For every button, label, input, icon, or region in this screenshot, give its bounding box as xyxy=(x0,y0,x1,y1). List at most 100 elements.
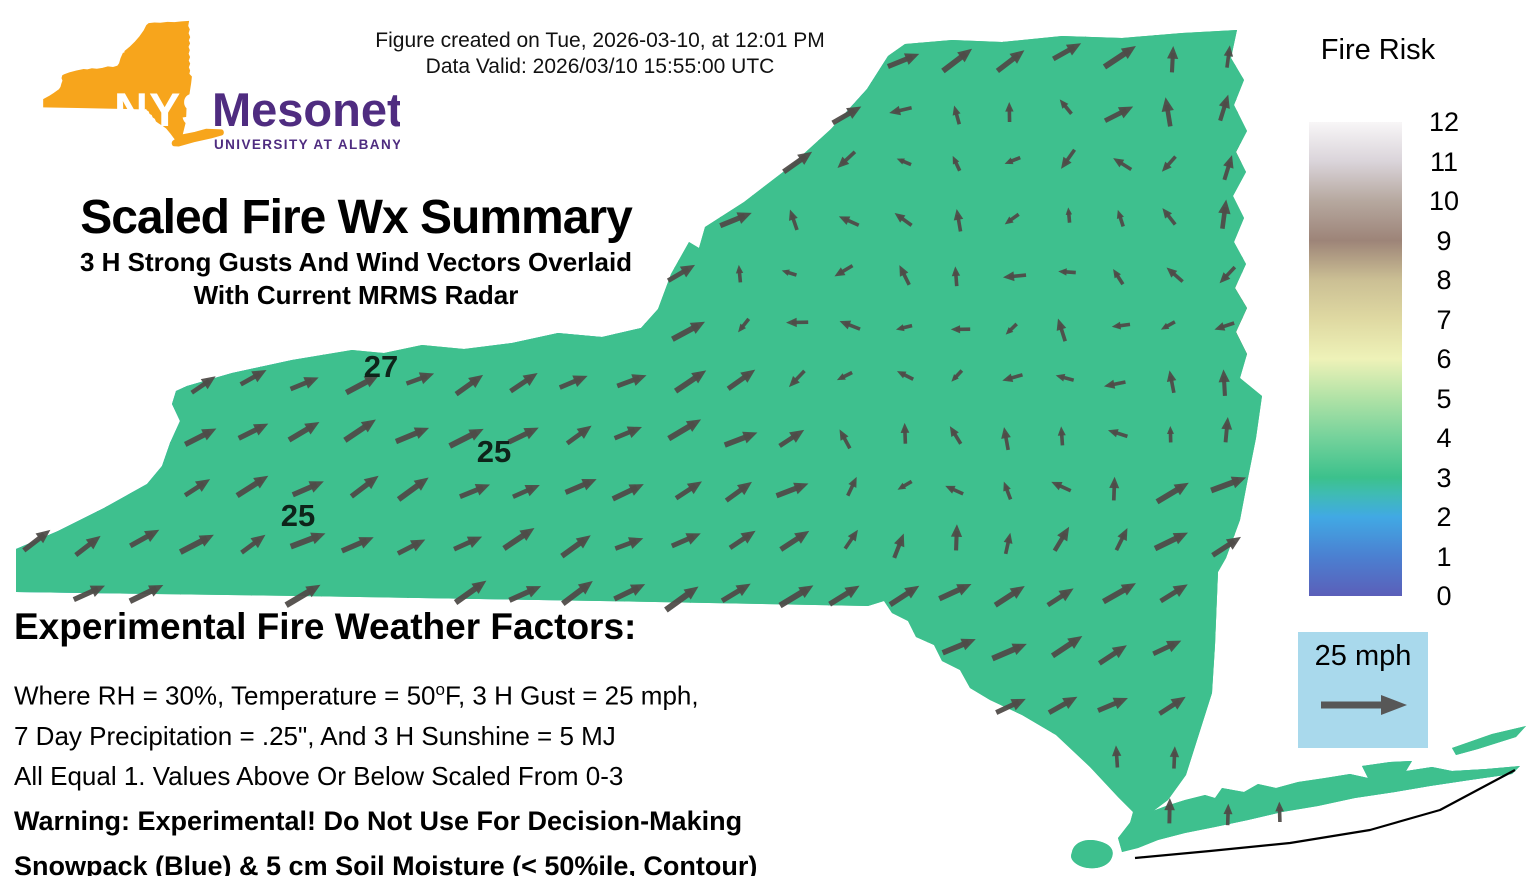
wind-arrow xyxy=(1223,45,1234,68)
wind-arrow xyxy=(1046,588,1074,608)
footer-notes: Experimental Fire Weather Factors: Where… xyxy=(14,606,914,876)
wind-arrow xyxy=(670,533,701,549)
wind-legend-arrow-icon xyxy=(1321,695,1407,715)
wind-arrow xyxy=(951,266,961,287)
footer-warning-line1: Warning: Experimental! Do Not Use For De… xyxy=(14,805,743,836)
wind-arrow xyxy=(993,586,1025,608)
wind-arrow xyxy=(613,584,646,602)
logo-university-text: UNIVERSITY AT ALBANY xyxy=(214,137,400,152)
wind-arrow xyxy=(394,427,430,445)
wind-arrow xyxy=(786,317,809,328)
wind-arrow xyxy=(1161,155,1177,172)
wind-arrow xyxy=(1103,106,1134,123)
wind-arrow xyxy=(453,580,487,605)
wind-arrow xyxy=(839,429,852,450)
wind-arrow xyxy=(343,419,376,443)
wind-arrow xyxy=(1218,94,1230,122)
figure-title: Scaled Fire Wx Summary xyxy=(80,191,633,244)
wind-arrow xyxy=(448,428,484,449)
wind-arrow xyxy=(502,527,535,551)
wind-arrow xyxy=(945,485,964,496)
wind-arrow xyxy=(396,539,426,556)
wind-arrow xyxy=(1002,373,1023,383)
barrier-island-shoreline xyxy=(1134,769,1516,860)
wind-arrow xyxy=(1005,322,1018,335)
wind-arrow xyxy=(723,431,758,448)
wind-arrow xyxy=(778,585,814,609)
wind-arrow xyxy=(22,529,51,553)
wind-arrow xyxy=(1004,212,1020,225)
wind-arrow xyxy=(1166,267,1184,283)
wind-arrow xyxy=(779,530,810,552)
wind-arrow xyxy=(897,479,913,490)
wind-arrow xyxy=(614,537,644,551)
wind-arrow xyxy=(560,535,591,559)
gust-value-label: 27 xyxy=(364,349,398,384)
wind-arrow xyxy=(1164,798,1175,824)
wind-arrow xyxy=(616,374,647,389)
gust-value-labels: 27 25 25 xyxy=(281,349,511,533)
wind-arrow xyxy=(289,377,319,392)
wind-arrow xyxy=(952,105,962,125)
wind-arrow xyxy=(896,371,915,381)
colorbar-tick-10: 10 xyxy=(1428,186,1460,216)
wind-arrow xyxy=(1211,536,1241,558)
wind-arrow xyxy=(509,373,538,394)
wind-arrow xyxy=(128,584,164,604)
colorbar-tick-4: 4 xyxy=(1436,423,1452,453)
footer-factors-line3: All Equal 1. Values Above Or Below Scale… xyxy=(14,760,624,791)
wind-arrow xyxy=(1103,379,1126,389)
wind-arrow xyxy=(1052,43,1082,62)
wind-arrow xyxy=(1210,476,1247,494)
wind-arrow xyxy=(1059,99,1073,115)
colorbar-tick-9: 9 xyxy=(1436,225,1452,256)
wind-arrow xyxy=(837,150,857,169)
wind-arrow xyxy=(453,536,483,552)
wind-arrow xyxy=(1160,320,1176,330)
wind-arrow xyxy=(735,264,744,283)
colorbar-title: Fire Risk xyxy=(1320,34,1436,66)
wind-arrow xyxy=(1056,318,1067,342)
state-outline-layer xyxy=(14,28,1528,870)
wind-arrow xyxy=(459,484,491,499)
wind-arrow xyxy=(613,426,642,441)
wind-arrow xyxy=(1161,97,1174,127)
wind-arrow xyxy=(666,264,696,283)
wind-arrow xyxy=(183,479,211,498)
wind-arrow xyxy=(1113,158,1133,172)
wind-arrow xyxy=(671,321,706,342)
wind-arrow xyxy=(1097,645,1127,666)
wind-arrow xyxy=(1003,532,1013,555)
wind-arrow xyxy=(1065,207,1073,223)
wind-arrow xyxy=(1162,208,1177,226)
nys-mesonet-logo: NYS Mesonet UNIVERSITY AT ALBANY xyxy=(43,20,400,152)
wind-arrow xyxy=(886,53,920,69)
wind-speed-legend: 25 mph xyxy=(1298,632,1428,748)
degree-superscript: o xyxy=(435,680,445,699)
wind-arrow xyxy=(720,583,751,604)
wind-arrow xyxy=(289,532,326,550)
wind-arrow xyxy=(1167,46,1179,73)
colorbar-tick-6: 6 xyxy=(1436,344,1452,374)
figure-timestamp-block: Figure created on Tue, 2026-03-10, at 12… xyxy=(300,28,900,80)
wind-arrow xyxy=(1102,46,1136,70)
wind-arrow xyxy=(1169,746,1180,769)
colorbar-tick-2: 2 xyxy=(1436,502,1452,532)
wind-arrow xyxy=(1113,268,1125,286)
wind-arrow xyxy=(895,323,913,332)
wind-arrow xyxy=(396,477,429,502)
footer-line1-prefix: Where RH = 30%, Temperature = 50 xyxy=(14,680,436,711)
wind-arrow xyxy=(1058,268,1076,276)
wind-arrow xyxy=(778,429,805,448)
wind-arrow xyxy=(1111,745,1122,768)
wind-arrow xyxy=(1005,102,1014,123)
wind-arrow xyxy=(1057,426,1066,446)
wind-arrow xyxy=(834,264,854,277)
wind-arrow xyxy=(1152,640,1182,656)
colorbar-tick-8: 8 xyxy=(1436,265,1452,295)
wind-arrow xyxy=(831,106,862,126)
colorbar-tick-7: 7 xyxy=(1436,304,1452,335)
wind-arrow xyxy=(1055,373,1075,382)
